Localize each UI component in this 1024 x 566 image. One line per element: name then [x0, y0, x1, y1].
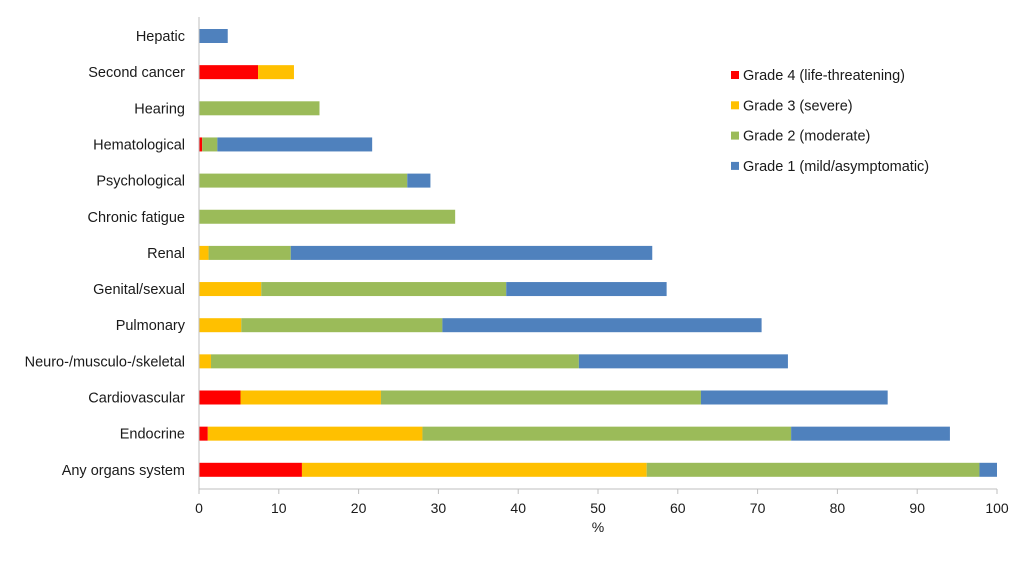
- bar-neuro-musculo-skeletal-grade-2: [210, 354, 579, 369]
- bar-any-organs-system-grade-2: [646, 462, 980, 477]
- bar-second-cancer-grade-4: [199, 65, 259, 80]
- bar-any-organs-system-grade-3: [301, 462, 647, 477]
- bar-genital-sexual-grade-1: [506, 282, 667, 297]
- bar-renal-grade-2: [208, 245, 291, 260]
- bar-any-organs-system-grade-1: [979, 462, 997, 477]
- bar-endocrine-grade-3: [207, 426, 423, 441]
- x-tick-label-70: 70: [750, 500, 766, 516]
- category-label-chronic-fatigue: Chronic fatigue: [87, 210, 185, 226]
- bar-cardiovascular-grade-3: [240, 390, 381, 405]
- legend-swatch-grade-4: [731, 71, 739, 79]
- category-label-genital-sexual: Genital/sexual: [93, 282, 185, 298]
- bar-endocrine-grade-2: [422, 426, 792, 441]
- x-tick-label-80: 80: [830, 500, 846, 516]
- bar-hematological-grade-2: [202, 137, 218, 152]
- bar-cardiovascular-grade-1: [700, 390, 888, 405]
- x-tick-label-20: 20: [351, 500, 367, 516]
- category-label-cardiovascular: Cardiovascular: [88, 391, 185, 407]
- axes-layer: 0 10 20 30 40 50 60 70 80 90 100: [195, 17, 1009, 516]
- category-label-neuro-musculo-skeletal: Neuro-/musculo-/skeletal: [25, 354, 185, 370]
- x-tick-label-60: 60: [670, 500, 686, 516]
- category-labels: Hepatic Second cancer Hearing Hematological…: [25, 29, 186, 479]
- legend: Grade 4 (life-threatening) Grade 3 (sever…: [731, 68, 929, 175]
- bar-chronic-fatigue-grade-2: [199, 209, 456, 224]
- legend-label-grade-4: Grade 4 (life-threatening): [743, 68, 905, 84]
- category-label-hearing: Hearing: [134, 101, 185, 117]
- bar-neuro-musculo-skeletal-grade-1: [578, 354, 788, 369]
- bar-cardiovascular-grade-4: [199, 390, 241, 405]
- legend-swatch-grade-3: [731, 101, 739, 110]
- bar-neuro-musculo-skeletal-grade-3: [199, 354, 211, 369]
- x-tick-label-50: 50: [590, 500, 606, 516]
- bar-pulmonary-grade-3: [199, 318, 242, 333]
- bar-pulmonary-grade-1: [442, 318, 762, 333]
- category-label-second-cancer: Second cancer: [88, 65, 185, 81]
- bar-renal-grade-1: [290, 245, 653, 260]
- bar-hematological-grade-4: [199, 137, 203, 152]
- x-tick-label-30: 30: [431, 500, 447, 516]
- bar-psychological-grade-1: [407, 173, 431, 188]
- bar-renal-grade-3: [199, 245, 209, 260]
- category-label-any-organs-system: Any organs system: [62, 463, 185, 479]
- bar-cardiovascular-grade-2: [380, 390, 701, 405]
- legend-label-grade-1: Grade 1 (mild/asymptomatic): [743, 159, 929, 175]
- x-axis-title: %: [592, 519, 604, 535]
- bar-second-cancer-grade-3: [258, 65, 294, 80]
- bar-endocrine-grade-4: [199, 426, 208, 441]
- bar-psychological-grade-2: [199, 173, 408, 188]
- bar-genital-sexual-grade-2: [261, 282, 507, 297]
- bar-pulmonary-grade-2: [241, 318, 443, 333]
- bars-layer: [199, 29, 997, 477]
- category-label-hepatic: Hepatic: [136, 29, 185, 45]
- bar-genital-sexual-grade-3: [199, 282, 262, 297]
- bar-any-organs-system-grade-4: [199, 462, 302, 477]
- bar-endocrine-grade-1: [791, 426, 950, 441]
- category-label-hematological: Hematological: [93, 137, 185, 153]
- category-label-endocrine: Endocrine: [120, 427, 185, 443]
- bar-hematological-grade-1: [217, 137, 373, 152]
- x-tick-label-0: 0: [195, 500, 203, 516]
- legend-label-grade-3: Grade 3 (severe): [743, 98, 853, 114]
- legend-label-grade-2: Grade 2 (moderate): [743, 129, 870, 145]
- bar-hearing-grade-2: [199, 101, 320, 116]
- category-label-pulmonary: Pulmonary: [116, 318, 186, 334]
- legend-swatch-grade-1: [731, 161, 739, 170]
- legend-swatch-grade-2: [731, 131, 739, 140]
- bar-hepatic-grade-1: [199, 29, 228, 43]
- category-label-renal: Renal: [147, 246, 185, 262]
- x-tick-label-90: 90: [909, 500, 925, 516]
- x-tick-label-10: 10: [271, 500, 287, 516]
- x-tick-label-100: 100: [985, 500, 1009, 516]
- x-tick-label-40: 40: [510, 500, 526, 516]
- category-label-psychological: Psychological: [96, 174, 185, 190]
